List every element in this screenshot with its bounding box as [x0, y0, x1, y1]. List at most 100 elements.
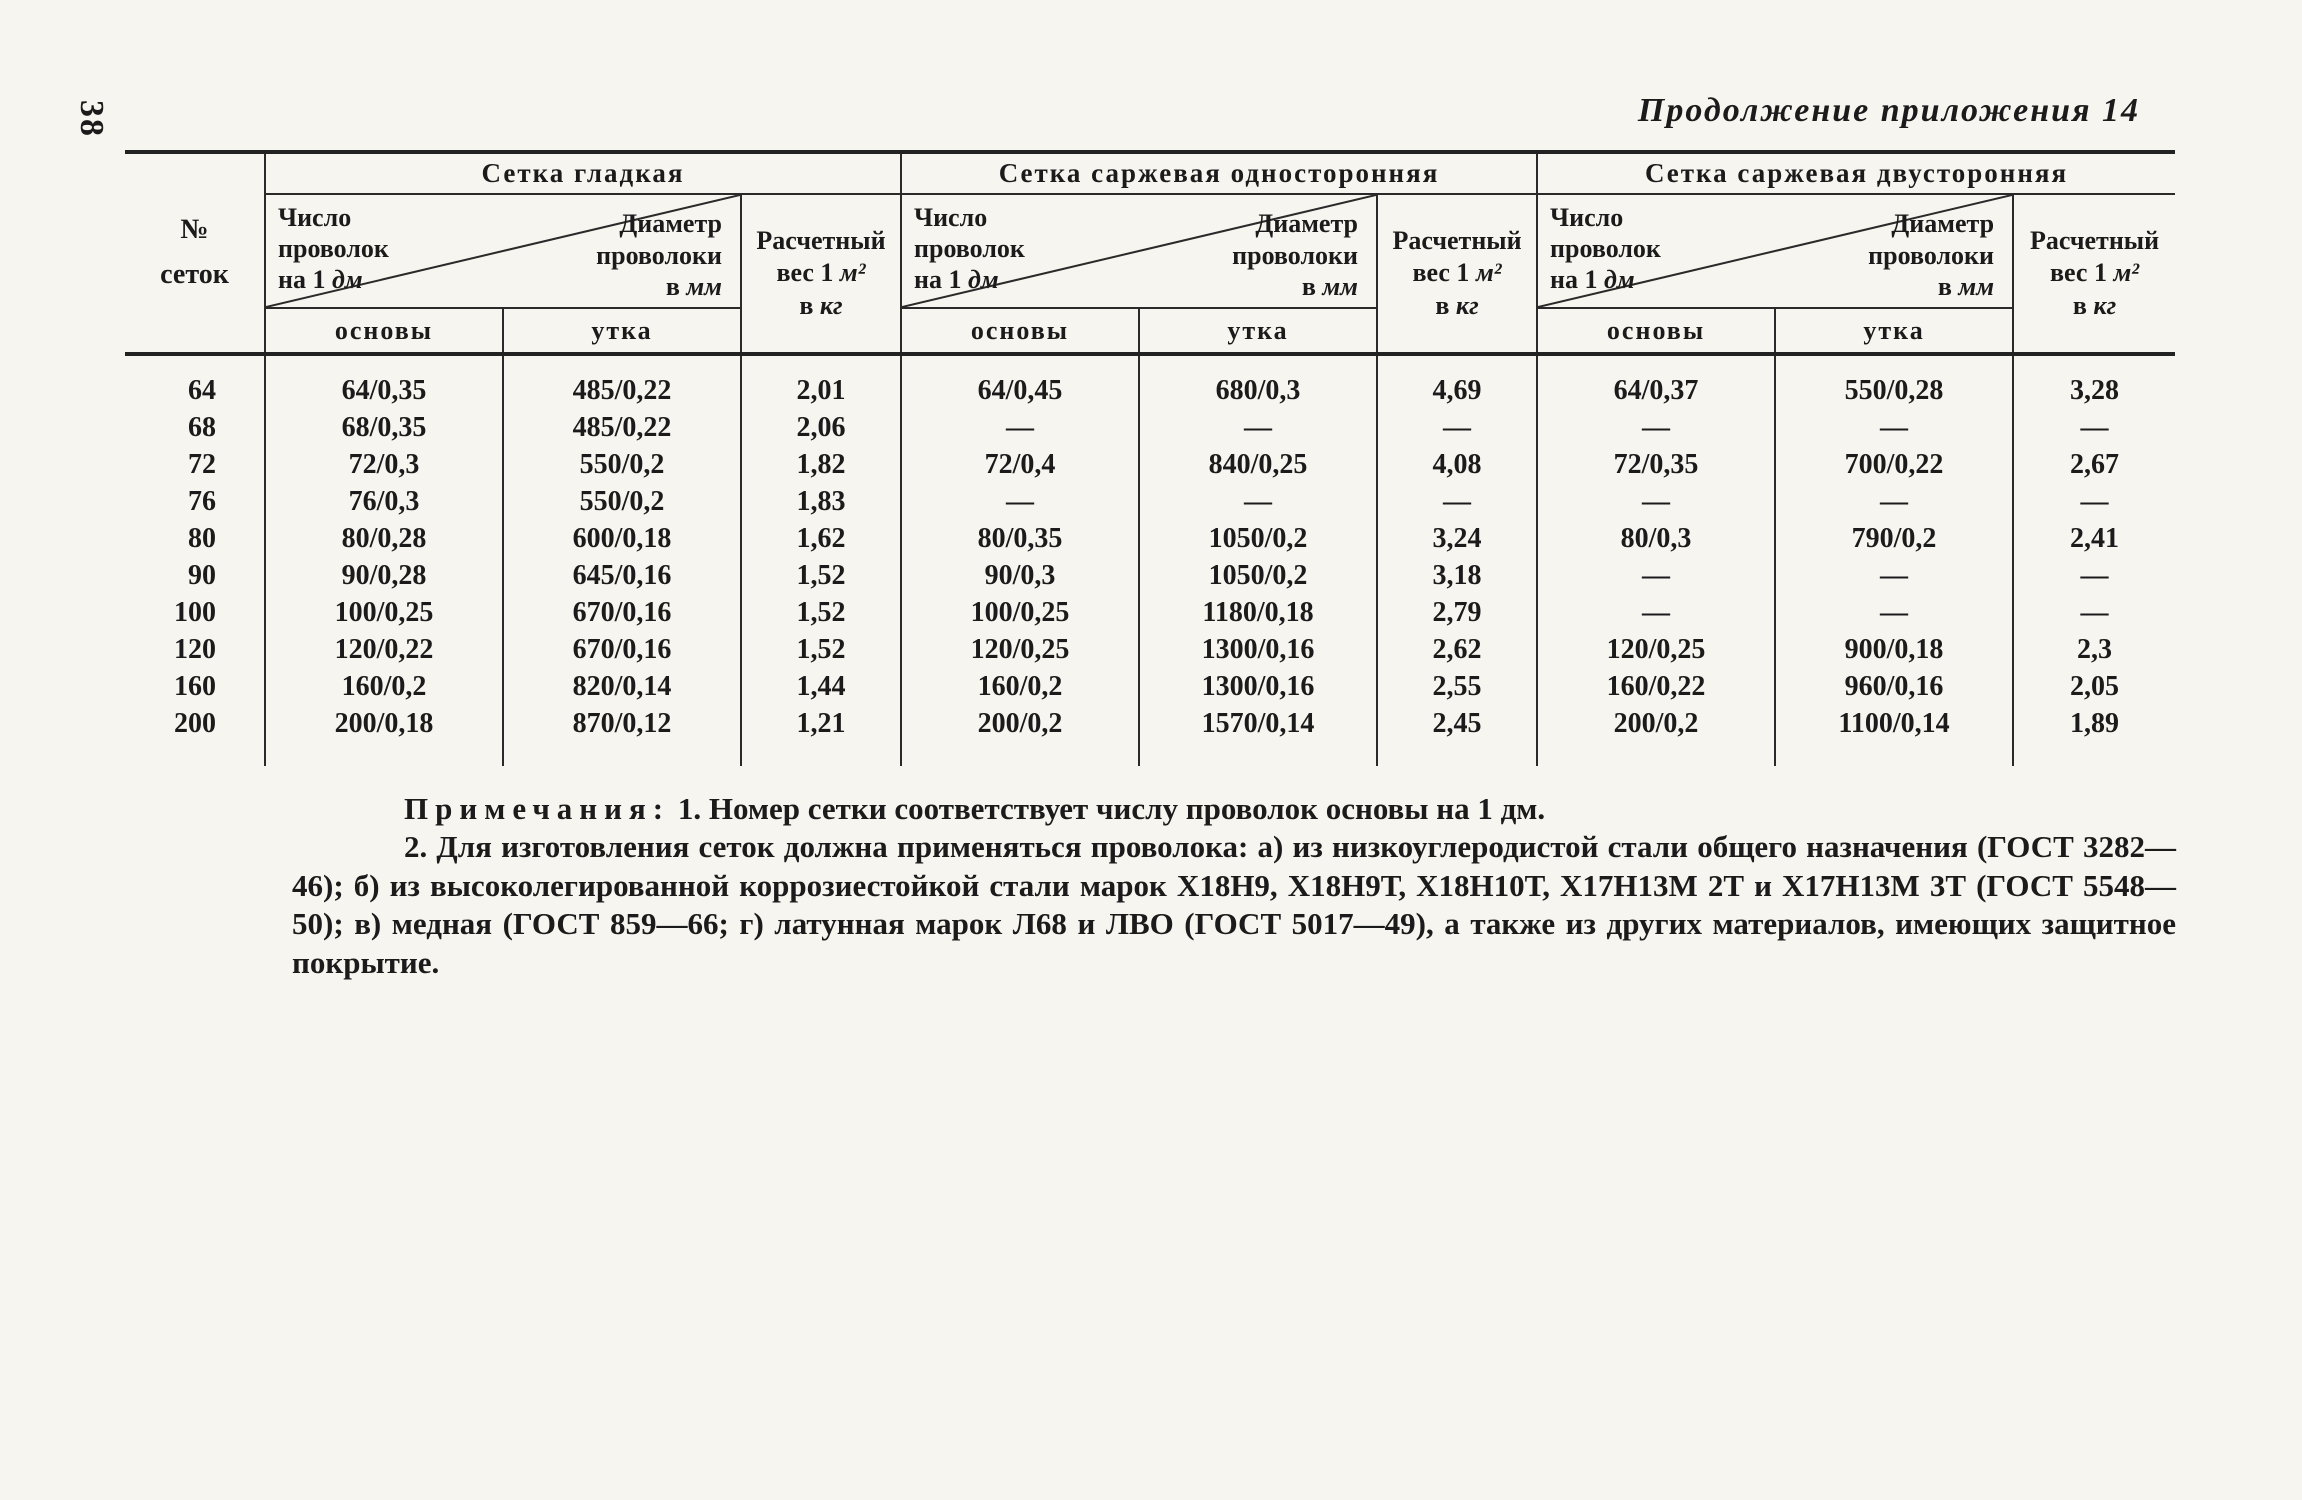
data-cell: — — [1536, 483, 1776, 520]
row-number-cell: 100 — [174, 596, 216, 628]
data-cell: 550/0,28 — [1774, 372, 2014, 409]
data-cell: 1180/0,18 — [1138, 594, 1377, 631]
data-cell: 1,44 — [740, 668, 901, 705]
note-2-text: 2. Для изготовления сеток должна применя… — [292, 829, 2176, 980]
weight-header: Расчетный вес 1 м² в кг — [2012, 194, 2176, 356]
data-cell: — — [2012, 557, 2176, 594]
data-cell: 670/0,16 — [502, 631, 741, 668]
data-cell: 485/0,22 — [502, 372, 741, 409]
data-cell: 100/0,25 — [900, 594, 1139, 631]
diagonal-line — [1538, 195, 2012, 307]
mesh-specification-table: № сеток Сетка гладкая Сетка саржевая одн… — [125, 150, 2176, 766]
subheader-row: основы утка основы утка основы утка — [125, 308, 2175, 356]
diagonal-header-cell: Число проволок на 1 дм Диаметр проволоки… — [1536, 194, 2014, 309]
data-cell — [2012, 742, 2176, 766]
data-cell: 72/0,3 — [264, 446, 503, 483]
data-cell: 790/0,2 — [1774, 520, 2014, 557]
table-header: № сеток Сетка гладкая Сетка саржевая одн… — [125, 152, 2176, 356]
data-cell: 4,08 — [1375, 446, 1538, 483]
data-cell: 1300/0,16 — [1138, 631, 1377, 668]
data-cell: 870/0,12 — [502, 705, 741, 742]
data-cell: 160/0,2 — [900, 668, 1139, 705]
data-cell: 1,62 — [740, 520, 901, 557]
table-row: 100 100/0,25 670/0,16 1,52 100/0,25 1180/0,18… — [125, 594, 2176, 631]
data-cell: 3,24 — [1375, 520, 1538, 557]
data-cell: 160/0,22 — [1536, 668, 1776, 705]
row-number-cell: 90 — [188, 559, 216, 591]
diagonal-line — [266, 195, 740, 307]
notes-block: Примечания: 1. Номер сетки соответствует… — [292, 790, 2176, 982]
data-cell: 2,45 — [1375, 705, 1538, 742]
group-title-twill-single-mesh: Сетка саржевая односторонняя — [899, 152, 1538, 195]
data-cell: 2,41 — [2012, 520, 2176, 557]
data-cell: 2,67 — [2012, 446, 2176, 483]
data-cell: 2,06 — [740, 409, 901, 446]
data-cell: 160/0,2 — [264, 668, 503, 705]
weight-header: Расчетный вес 1 м² в кг — [740, 194, 901, 356]
data-cell: 1,21 — [740, 705, 901, 742]
data-cell: 120/0,25 — [1536, 631, 1776, 668]
data-cell: — — [1138, 483, 1377, 520]
data-cell: 840/0,25 — [1138, 446, 1377, 483]
data-cell — [740, 742, 901, 766]
data-cell — [502, 742, 741, 766]
wire-diameter-label: Диаметр проволоки в мм — [596, 209, 722, 301]
data-cell: 900/0,18 — [1774, 631, 2014, 668]
data-cell: 1,83 — [740, 483, 901, 520]
data-cell: 700/0,22 — [1774, 446, 2014, 483]
data-cell: 2,01 — [740, 372, 901, 409]
data-cell: 200/0,2 — [1536, 705, 1776, 742]
data-cell — [264, 742, 503, 766]
mesh-number-sign: № — [180, 214, 209, 246]
data-cell: 600/0,18 — [502, 520, 741, 557]
row-number-cell — [125, 742, 265, 766]
data-cell: — — [2012, 594, 2176, 631]
warp-header: основы — [264, 308, 503, 356]
data-cell: 120/0,22 — [264, 631, 503, 668]
data-cell: — — [900, 483, 1139, 520]
data-cell: 100/0,25 — [264, 594, 503, 631]
data-cell — [1536, 354, 1776, 372]
data-cell — [740, 354, 901, 372]
data-cell: 2,05 — [2012, 668, 2176, 705]
data-cell: 200/0,18 — [264, 705, 503, 742]
data-cell: 680/0,3 — [1138, 372, 1377, 409]
data-cell: — — [2012, 409, 2176, 446]
page-title: Продолжение приложения 14 — [1637, 92, 2140, 129]
data-cell: 1570/0,14 — [1138, 705, 1377, 742]
data-cell: 1300/0,16 — [1138, 668, 1377, 705]
table-row: 200 200/0,18 870/0,12 1,21 200/0,2 1570/0,14 2… — [125, 705, 2176, 742]
data-cell: 4,69 — [1375, 372, 1538, 409]
notes-label: Примечания: — [404, 791, 671, 826]
wire-count-label: Число проволок на 1 дм — [278, 203, 389, 295]
data-cell: 1,89 — [2012, 705, 2176, 742]
row-number-cell: 200 — [174, 707, 216, 739]
data-cell: 1100/0,14 — [1774, 705, 2014, 742]
wire-diameter-label: Диаметр проволоки в мм — [1868, 209, 1995, 301]
data-cell — [900, 354, 1139, 372]
data-cell — [1536, 742, 1776, 766]
page-number: 38 — [73, 100, 110, 138]
data-cell — [2012, 354, 2176, 372]
note-1-text: 1. Номер сетки соответствует числу прово… — [677, 791, 1546, 826]
row-number-cell: 68 — [188, 411, 216, 443]
data-cell — [1774, 354, 2014, 372]
data-cell: 80/0,35 — [900, 520, 1139, 557]
table-row: 120 120/0,22 670/0,16 1,52 120/0,25 1300/0,16… — [125, 631, 2176, 668]
data-cell: 550/0,2 — [502, 483, 741, 520]
data-cell: 3,28 — [2012, 372, 2176, 409]
table-row: 68 68/0,35 485/0,22 2,06— — — — — — — [125, 409, 2176, 446]
wire-count-label: Число проволок на 1 дм — [914, 203, 1025, 295]
data-cell: 1,82 — [740, 446, 901, 483]
data-cell: 960/0,16 — [1774, 668, 2014, 705]
diagonal-header-row: Число проволок на 1 дм Диаметр проволоки… — [125, 194, 2176, 356]
note-1: Примечания: 1. Номер сетки соответствует… — [292, 790, 2176, 828]
table-body: 64 64/0,35 485/0,22 2,01 64/0,45 680/0,3 4,69 6… — [125, 354, 2176, 766]
data-cell: — — [1774, 409, 2014, 446]
data-cell: 80/0,3 — [1536, 520, 1776, 557]
data-cell: 76/0,3 — [264, 483, 503, 520]
data-cell: 80/0,28 — [264, 520, 503, 557]
data-cell — [1375, 742, 1538, 766]
data-cell — [1375, 354, 1538, 372]
